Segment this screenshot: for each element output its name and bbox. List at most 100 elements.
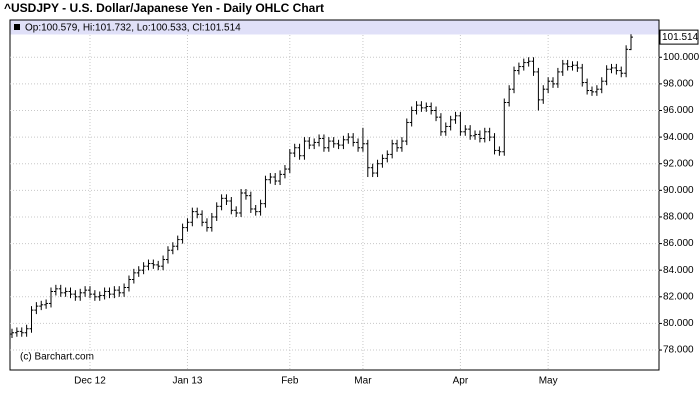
ohlc-bar bbox=[156, 260, 161, 271]
ohlc-bar bbox=[209, 212, 214, 232]
y-tick-label: 96.000 bbox=[663, 105, 694, 116]
ohlc-bar bbox=[487, 127, 492, 142]
ohlc-bar bbox=[346, 133, 351, 144]
ohlc-bar bbox=[375, 159, 380, 178]
x-tick-label: May bbox=[539, 376, 558, 387]
ohlc-bar bbox=[58, 284, 63, 297]
ohlc-bar bbox=[551, 77, 556, 88]
ohlc-bar bbox=[195, 207, 200, 219]
ohlc-bar bbox=[370, 163, 375, 178]
ohlc-bar bbox=[424, 102, 429, 112]
ohlc-bar bbox=[629, 34, 633, 51]
ohlc-bar bbox=[14, 327, 19, 337]
y-tick-label: 82.000 bbox=[663, 291, 694, 302]
ohlc-bar bbox=[200, 210, 205, 227]
ohlc-bar bbox=[453, 111, 458, 124]
ohlc-bar bbox=[594, 85, 599, 96]
ohlc-bar bbox=[151, 259, 156, 269]
ohlc-bar bbox=[473, 130, 478, 140]
ohlc-bar bbox=[87, 286, 92, 299]
ohlc-bar bbox=[19, 327, 24, 337]
x-tick-label: Jan 13 bbox=[172, 376, 202, 387]
ohlc-bar bbox=[102, 287, 107, 300]
ohlc-bar bbox=[448, 115, 453, 131]
ohlc-bar bbox=[180, 223, 185, 244]
ohlc-bar bbox=[477, 130, 482, 143]
ohlc-bar bbox=[317, 134, 322, 147]
ohlc-bar bbox=[282, 165, 287, 179]
ohlc-bar bbox=[443, 122, 448, 136]
ohlc-bar bbox=[512, 66, 517, 94]
ohlc-bar bbox=[112, 286, 117, 299]
ohlc-bar bbox=[24, 324, 29, 337]
ohlc-bar bbox=[541, 85, 546, 104]
ohlc-bar bbox=[83, 286, 88, 297]
ohlc-bar bbox=[351, 133, 356, 147]
ohlc-bar bbox=[204, 218, 209, 232]
ohlc-bar bbox=[526, 57, 531, 67]
y-tick-label: 86.000 bbox=[663, 238, 694, 249]
ohlc-bar bbox=[599, 77, 604, 94]
ohlc-bar bbox=[224, 194, 229, 205]
ohlc-bar bbox=[122, 283, 127, 297]
ohlc-bar bbox=[326, 137, 331, 152]
plot-frame bbox=[9, 19, 660, 371]
last-price-label: 101.514 bbox=[662, 32, 699, 43]
ohlc-bar bbox=[287, 149, 292, 174]
ohlc-bar bbox=[619, 66, 624, 78]
ohlc-bar bbox=[365, 139, 370, 178]
y-tick-label: 92.000 bbox=[663, 158, 694, 169]
ohlc-bar bbox=[39, 300, 44, 311]
ohlc-bar bbox=[78, 288, 83, 301]
ohlc-bar bbox=[395, 139, 400, 152]
ohlc-bar bbox=[34, 302, 39, 315]
ohlc-bar bbox=[10, 328, 14, 339]
ohlc-bar bbox=[170, 242, 175, 255]
x-tick-label: Apr bbox=[453, 376, 469, 387]
ohlc-bar bbox=[585, 78, 590, 95]
ohlc-bar bbox=[380, 154, 385, 168]
ohlc-bar bbox=[278, 170, 283, 186]
ohlc-bar bbox=[546, 77, 551, 94]
ohlc-bar bbox=[312, 138, 317, 150]
ohlc-bar bbox=[141, 262, 146, 275]
y-tick-label: 90.000 bbox=[663, 185, 694, 196]
last-price-box bbox=[659, 29, 699, 45]
x-tick-label: Mar bbox=[354, 376, 372, 387]
y-tick-label: 100.000 bbox=[663, 52, 700, 63]
ohlc-bar bbox=[185, 218, 190, 232]
ohlc-bar bbox=[239, 189, 244, 217]
ohlc-bar bbox=[419, 101, 424, 112]
chart-title: ^USDJPY - U.S. Dollar/Japanese Yen - Dai… bbox=[4, 1, 324, 15]
ohlc-bar bbox=[307, 137, 312, 150]
ohlc-bar bbox=[404, 118, 409, 146]
ohlc-bar bbox=[248, 191, 253, 213]
ohlc-bar bbox=[263, 175, 268, 208]
y-tick-label: 98.000 bbox=[663, 79, 694, 90]
ohlc-bar bbox=[302, 137, 307, 160]
ohlc-bar bbox=[356, 138, 361, 152]
ohlc-bar bbox=[92, 290, 97, 301]
ohlc-bar bbox=[53, 284, 58, 296]
ohlc-bar bbox=[29, 306, 34, 333]
y-tick-label: 78.000 bbox=[663, 345, 694, 356]
ohlc-bar bbox=[458, 111, 463, 136]
header-band bbox=[10, 20, 659, 35]
ohlc-bar bbox=[429, 102, 434, 115]
ohlc-bar bbox=[531, 57, 536, 76]
ohlc-bar bbox=[243, 189, 248, 200]
ohlc-bar bbox=[609, 63, 614, 74]
ohlc-bar bbox=[438, 113, 443, 136]
grid bbox=[10, 35, 659, 370]
ohlc-bar bbox=[131, 268, 136, 284]
ohlc-bar bbox=[136, 266, 141, 277]
ohlc-bar bbox=[341, 135, 346, 150]
ohlc-bar bbox=[229, 196, 234, 215]
ohlc-bar bbox=[219, 194, 224, 211]
bars bbox=[10, 34, 633, 339]
ohlc-bar bbox=[507, 85, 512, 107]
ohlc-bar bbox=[165, 246, 170, 264]
ohlc-bar bbox=[175, 235, 180, 251]
ohlc-bar bbox=[97, 291, 102, 301]
